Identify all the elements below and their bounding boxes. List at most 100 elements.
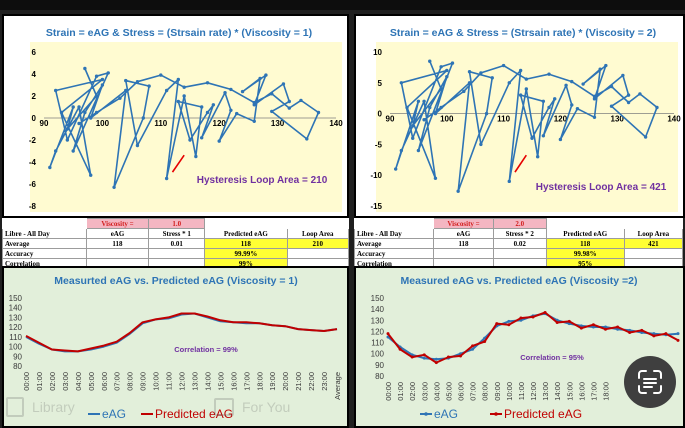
eag-point <box>507 319 511 323</box>
data-point <box>164 88 169 93</box>
data-point <box>182 85 186 89</box>
x-tick-label: 110 <box>154 119 167 128</box>
x-tick-label: 100 <box>440 115 454 124</box>
data-point <box>524 77 529 81</box>
predicted-eag-point <box>507 323 511 327</box>
table-header: Loop Area <box>623 228 684 239</box>
predicted-eag-point <box>471 344 475 348</box>
table-cell: Average <box>353 238 435 249</box>
predicted-eag-point <box>446 355 450 359</box>
eag-point <box>652 332 656 336</box>
predicted-eag-point <box>519 316 523 320</box>
predicted-eag-point <box>434 361 438 365</box>
line-panel-left: Measurted eAG vs. Predicted eAG (Viscosi… <box>2 266 349 428</box>
data-point <box>176 99 181 104</box>
x-tick-label: 04:00 <box>74 372 83 391</box>
x-tick-label: 15:00 <box>565 382 574 401</box>
x-tick-label: 01:00 <box>35 372 44 391</box>
x-tick-label: 120 <box>554 115 568 124</box>
data-point <box>118 96 122 100</box>
x-tick-label: 12:00 <box>529 382 538 401</box>
x-tick-label: 21:00 <box>294 372 303 391</box>
x-tick-label: 06:00 <box>457 382 466 401</box>
data-point <box>199 105 204 109</box>
x-tick-label: 11:00 <box>517 382 526 400</box>
data-point <box>199 136 204 140</box>
x-tick-label: 00:00 <box>22 372 31 391</box>
data-point <box>176 77 181 82</box>
data-point <box>141 116 145 120</box>
nav-item-library[interactable]: Library <box>6 394 75 420</box>
direction-arrow <box>514 154 527 173</box>
x-tick-label: 14:00 <box>553 382 562 401</box>
data-point <box>535 155 540 159</box>
predicted-eag-point <box>495 322 499 326</box>
predicted-eag-point <box>676 338 680 342</box>
table-header: Loop Area <box>286 228 350 239</box>
y-tick-label: 80 <box>13 362 22 371</box>
data-point <box>507 179 511 184</box>
y-tick-label: -8 <box>29 202 37 211</box>
data-point <box>53 149 58 153</box>
nav-item-library-label: Library <box>32 399 75 415</box>
y-tick-label: 140 <box>9 304 23 313</box>
data-point <box>524 87 529 91</box>
x-tick-label: 12:00 <box>178 372 187 391</box>
table-cell: 210 <box>286 238 350 249</box>
stats-table-right: Viscosity = 2.0 Libre - All Day eAG Stre… <box>353 218 684 269</box>
data-point <box>240 89 245 94</box>
x-tick-label: 130 <box>611 115 625 124</box>
x-tick-label: 07:00 <box>469 382 478 401</box>
y-tick-label: 110 <box>9 333 22 342</box>
data-point <box>575 106 580 111</box>
y-tick-label: 6 <box>32 48 37 57</box>
data-point <box>518 93 523 97</box>
hysteresis-chart-right: Strain = eAG & Stress = (Strsain rate) *… <box>370 27 681 212</box>
data-point <box>467 70 472 74</box>
data-point <box>621 73 625 78</box>
data-point <box>112 185 116 189</box>
hysteresis-chart-left: Strain = eAG & Stress = (Strsain rate) *… <box>29 27 343 212</box>
data-point <box>399 148 404 153</box>
predicted-eag-point <box>628 331 632 335</box>
data-point <box>570 79 574 84</box>
data-point <box>287 99 291 104</box>
table-header-row: Libre - All Day eAG Stress * 2 Predicted… <box>353 228 684 239</box>
x-tick-label: 05:00 <box>87 372 96 391</box>
data-point <box>305 137 309 141</box>
y-tick-label: 130 <box>371 316 385 325</box>
data-point <box>598 67 602 71</box>
predicted-eag-point <box>410 355 414 359</box>
x-tick-label: 15:00 <box>216 372 225 391</box>
data-point <box>592 94 597 99</box>
data-point <box>638 92 642 96</box>
data-point <box>83 66 87 71</box>
data-point <box>416 99 421 103</box>
y-tick-label: 90 <box>375 361 384 370</box>
y-tick-label: 100 <box>371 350 385 359</box>
data-point <box>445 68 449 73</box>
chart-title: Measured eAG vs. Predicted eAG (Viscosit… <box>400 275 637 287</box>
y-tick-label: 130 <box>9 313 23 322</box>
table-cell: Accuracy <box>353 248 435 259</box>
viscosity-row: Viscosity = 2.0 <box>355 218 683 229</box>
data-point <box>416 148 421 153</box>
data-point <box>106 71 110 75</box>
direction-arrow <box>171 154 185 173</box>
top-bar <box>0 0 685 10</box>
viscosity-label: Viscosity = <box>433 218 494 229</box>
y-tick-label: 4 <box>32 70 37 79</box>
nav-item-for-you[interactable]: For You <box>214 394 290 420</box>
y-tick-label: -15 <box>370 202 382 211</box>
eag-point <box>676 332 680 336</box>
data-point <box>211 103 216 107</box>
x-tick-label: 16:00 <box>229 372 238 391</box>
x-tick-label: 03:00 <box>420 382 429 401</box>
data-point <box>450 61 455 65</box>
data-point <box>287 106 291 110</box>
scan-text-button[interactable] <box>624 356 676 408</box>
line-chart-right: Measured eAG vs. Predicted eAG (Viscosit… <box>371 275 680 421</box>
data-point <box>518 68 523 73</box>
data-point <box>411 124 415 128</box>
x-tick-label: 17:00 <box>589 382 598 401</box>
